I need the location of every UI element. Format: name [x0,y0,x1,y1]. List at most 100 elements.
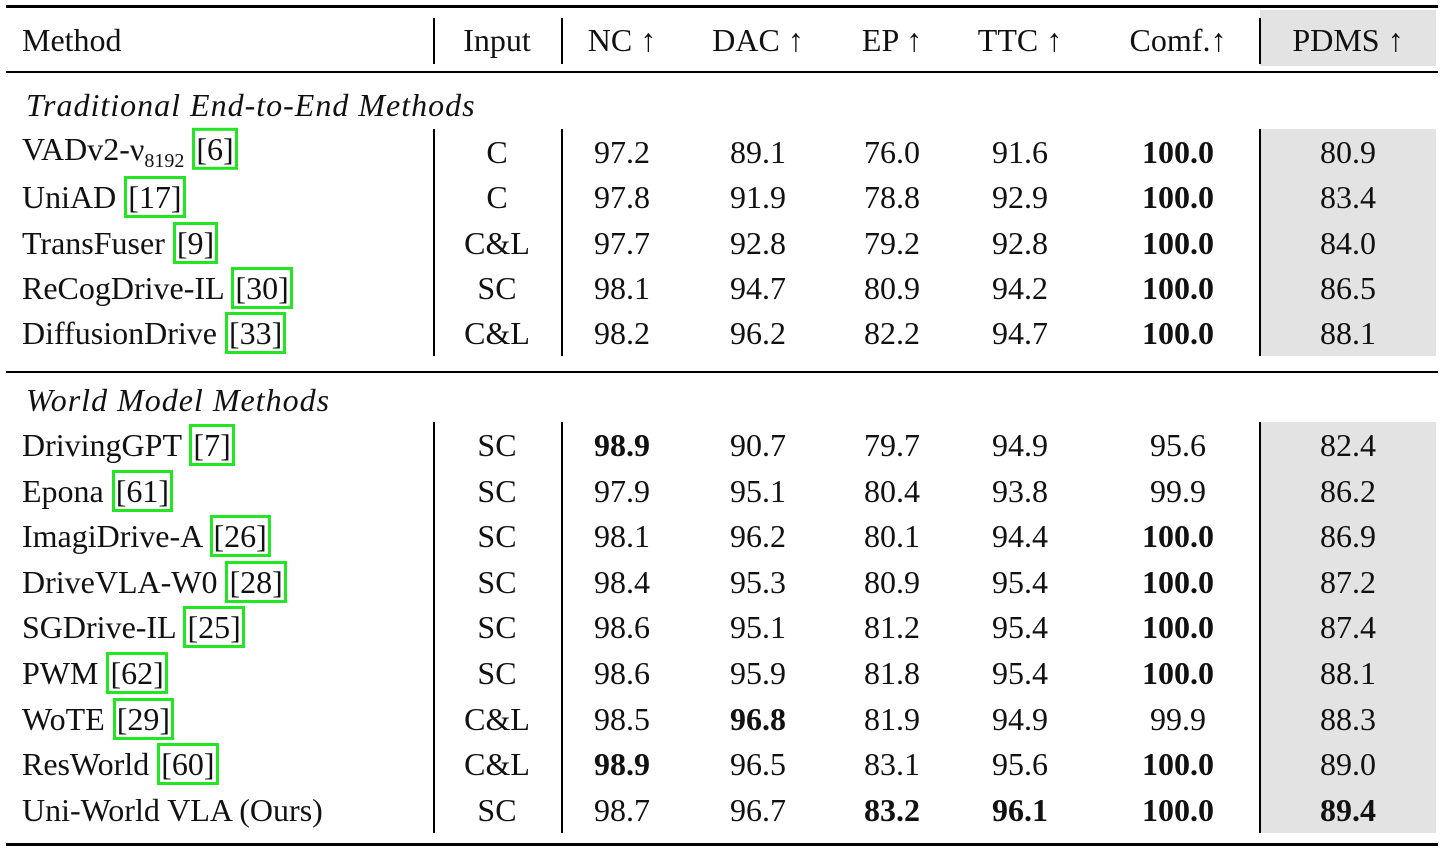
column-divider [561,695,563,742]
pdms-shade [1260,786,1436,833]
score-cell: 96.5 [730,746,786,783]
score-cell: 100.0 [1142,746,1214,783]
column-header: DAC ↑ [712,22,804,58]
method-cell: ResWorld [60] [22,743,219,786]
score-cell: 95.3 [730,563,786,600]
citation: [29] [112,697,175,740]
score-cell: 95.1 [730,609,786,646]
score-cell: 89.4 [1320,791,1376,828]
column-divider [561,310,563,357]
score-cell: 81.2 [864,609,920,646]
score-cell: 80.4 [864,472,920,509]
input-cell: SC [477,791,517,828]
column-divider [561,129,563,175]
score-cell: 89.0 [1320,746,1376,783]
column-divider [561,649,563,697]
method-cell: ReCogDrive-IL [30] [22,266,293,309]
input-cell: SC [477,472,517,509]
column-divider [1259,649,1261,697]
score-cell: 98.2 [594,315,650,352]
method-name: WoTE [22,700,105,737]
column-header: TTC ↑ [977,22,1063,58]
column-divider [561,18,563,64]
column-divider [1259,558,1261,605]
score-cell: 97.7 [594,224,650,261]
input-cell: SC [477,609,517,646]
input-cell: SC [477,269,517,306]
score-cell: 99.9 [1150,472,1206,509]
method-subscript: 8192 [144,150,185,173]
score-cell: 79.2 [864,224,920,261]
score-cell: 98.6 [594,609,650,646]
score-cell: 98.9 [594,427,650,463]
pdms-shade [1260,649,1436,697]
pdms-shade [1260,310,1436,357]
input-cell: C&L [464,700,530,737]
score-cell: 82.4 [1320,427,1376,463]
column-header: Input [463,22,531,58]
score-cell: 80.9 [1320,134,1376,170]
score-cell: 96.7 [730,791,786,828]
citation: [9] [172,221,219,264]
score-cell: 96.2 [730,315,786,352]
column-divider [561,265,563,311]
method-cell: Uni-World VLA (Ours) [22,794,323,826]
column-divider [433,786,435,833]
citation: [33] [224,312,287,355]
method-cell: UniAD [17] [22,176,186,219]
citation: [30] [231,266,293,309]
citation: [17] [124,176,186,219]
method-cell: DiffusionDrive [33] [22,312,287,355]
score-cell: 79.7 [864,427,920,463]
score-cell: 98.4 [594,563,650,600]
score-cell: 100.0 [1142,609,1214,646]
score-cell: 92.8 [992,224,1048,261]
score-cell: 76.0 [864,134,920,170]
citation: [61] [111,469,174,512]
column-divider [1259,129,1261,175]
pdms-shade [1260,219,1436,266]
column-divider [433,174,435,221]
score-cell: 94.4 [992,518,1048,555]
column-divider [561,741,563,788]
header-rule [6,71,1438,73]
score-cell: 95.6 [992,746,1048,783]
column-divider [1259,421,1261,469]
column-divider [433,18,435,64]
column-header: Method [22,22,122,58]
score-cell: 95.1 [730,472,786,509]
citation: [26] [209,515,271,558]
method-cell: ImagiDrive-A [26] [22,515,271,558]
method-name: Uni-World VLA (Ours) [22,791,323,828]
score-cell: 94.2 [992,269,1048,306]
input-cell: C&L [464,746,530,783]
score-cell: 86.9 [1320,518,1376,555]
method-cell: VADv2-ν8192 [6] [22,127,238,173]
score-cell: 95.4 [992,609,1048,646]
score-cell: 93.8 [992,472,1048,509]
method-name: DriveVLA-W0 [22,563,218,600]
column-divider [561,421,563,469]
citation: [28] [225,560,287,603]
pdms-shade [1260,467,1436,514]
score-cell: 94.9 [992,427,1048,463]
score-cell: 89.1 [730,134,786,170]
method-name: UniAD [22,179,117,216]
method-name: VADv2-ν [22,130,145,167]
score-cell: 96.8 [730,700,786,737]
score-cell: 95.6 [1150,427,1206,463]
input-cell: C [486,179,508,216]
method-cell: TransFuser [9] [22,221,219,264]
input-cell: SC [477,518,517,555]
column-header: Comf.↑ [1129,22,1227,58]
citation: [25] [183,606,245,649]
score-cell: 100.0 [1142,563,1214,600]
citation: [62] [106,652,168,694]
score-cell: 100.0 [1142,224,1214,261]
top-rule [6,5,1438,8]
input-cell: SC [477,563,517,600]
column-divider [1259,786,1261,833]
score-cell: 88.1 [1320,655,1376,691]
column-divider [1259,467,1261,514]
column-divider [433,513,435,560]
